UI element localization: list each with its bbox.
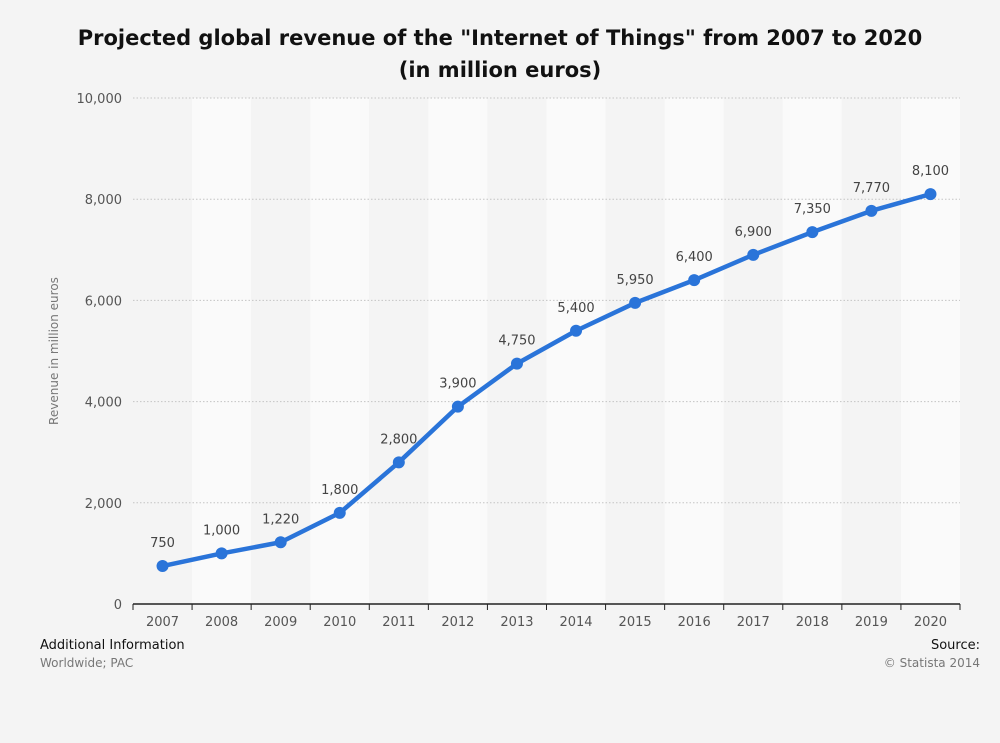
x-tick-label: 2015 [619,615,652,630]
column-band [310,98,370,604]
y-tick-label: 2,000 [85,497,122,512]
x-tick-label: 2016 [678,615,711,630]
data-label: 2,800 [380,432,417,447]
series-line [160,191,933,569]
column-band [900,98,960,604]
column-band [133,98,193,604]
y-tick-label: 10,000 [77,92,123,107]
data-label: 7,770 [853,181,890,196]
data-label: 750 [150,536,175,551]
x-tick-label: 2007 [146,615,179,630]
x-tick-label: 2010 [323,615,356,630]
data-point [215,547,228,560]
data-point [274,536,287,549]
y-tick-label: 4,000 [85,396,122,411]
data-label: 6,900 [735,225,772,240]
additional-information: Additional Information Worldwide; PAC [40,636,185,671]
y-tick-label: 6,000 [85,294,122,309]
x-tick-label: 2009 [264,615,297,630]
data-labels: 750 1,000 1,220 1,800 2,800 3,900 4,750 5,400 5,… [150,164,949,551]
column-band [428,98,488,604]
y-tick-label: 8,000 [85,193,122,208]
x-tick-label: 2020 [914,615,947,630]
column-band [782,98,842,604]
chart-title-line-1: Projected global revenue of the "Interne… [77,26,923,50]
data-point [747,248,760,261]
data-points [156,188,937,573]
column-band [723,98,783,604]
data-label: 5,950 [616,273,653,288]
x-tick-label: 2019 [855,615,888,630]
y-tick-label: 0 [114,598,122,613]
source-link[interactable]: Source: [930,638,980,653]
x-tick-label: 2008 [205,615,238,630]
data-point [629,296,642,309]
y-axis-ticks: 0 2,000 4,000 6,000 8,000 10,000 [77,92,123,613]
data-label: 7,350 [794,202,831,217]
column-band [251,98,311,604]
data-point [570,324,583,337]
column-band [192,98,252,604]
column-band [841,98,901,604]
data-label: 5,400 [557,301,594,316]
gridlines [133,97,960,504]
data-point [806,226,819,239]
column-bands [133,98,960,604]
x-tick-label: 2012 [441,615,474,630]
data-label: 1,220 [262,512,299,527]
data-label: 3,900 [439,377,476,392]
column-band [605,98,665,604]
chart-title: Projected global revenue of the "Interne… [0,22,1000,86]
data-label: 1,000 [203,523,240,538]
data-point [865,204,878,217]
x-tick-label: 2018 [796,615,829,630]
data-point [688,274,701,287]
y-axis-label: Revenue in million euros [47,277,61,425]
data-label: 4,750 [498,334,535,349]
data-point [451,400,464,413]
column-band [369,98,429,604]
data-label: 1,800 [321,483,358,498]
data-point [392,456,405,469]
additional-information-link[interactable]: Additional Information [40,638,185,653]
x-tick-label: 2013 [500,615,533,630]
data-label: 8,100 [912,164,949,179]
column-band [664,98,724,604]
source-info: Source: © Statista 2014 [884,636,980,671]
data-point [333,506,346,519]
data-point [924,188,937,201]
chart-title-line-2: (in million euros) [398,58,602,82]
data-label: 6,400 [676,250,713,265]
x-tick-label: 2011 [382,615,415,630]
x-axis-ticks: 2007 2008 2009 2010 2011 2012 2013 2014 2015 2016… [132,604,961,630]
source-value: © Statista 2014 [883,656,980,670]
data-point [156,560,169,573]
x-tick-label: 2014 [559,615,592,630]
additional-information-value: Worldwide; PAC [40,656,134,670]
column-band [546,98,606,604]
data-point [510,357,523,370]
x-tick-label: 2017 [737,615,770,630]
